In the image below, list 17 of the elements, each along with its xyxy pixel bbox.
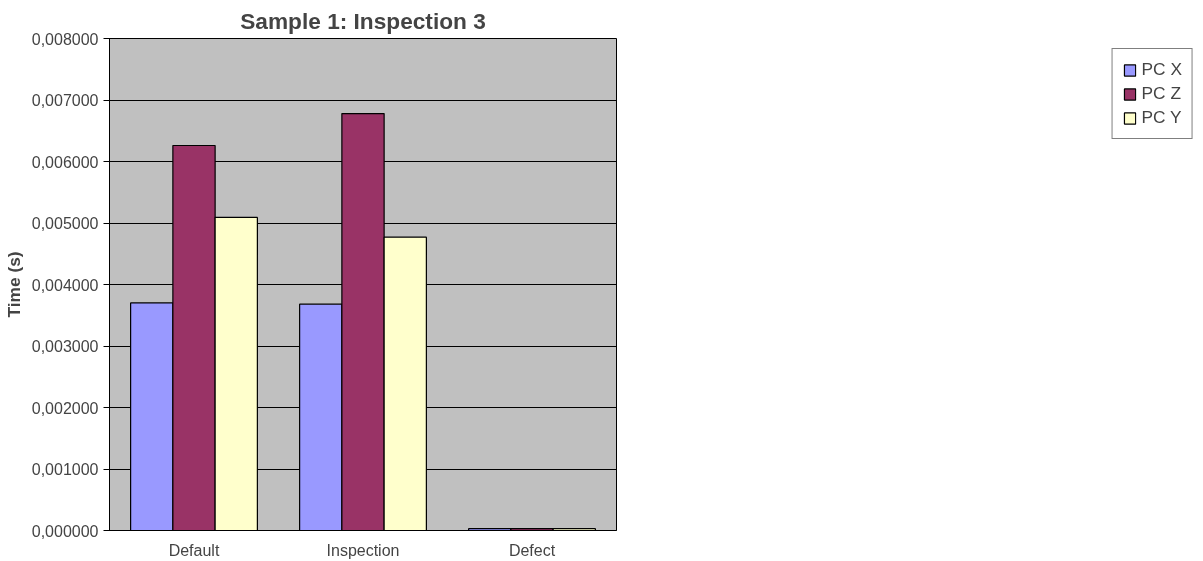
legend-label: PC X: [1141, 59, 1182, 80]
y-tick-label: 0,005000: [31, 215, 99, 232]
y-tick-label: 0,000000: [31, 522, 99, 540]
y-axis-title: Time (s): [3, 251, 24, 318]
x-tick-label: Defect: [508, 541, 556, 559]
legend-label: PC Z: [1141, 83, 1182, 104]
y-tick-label: 0,003000: [31, 338, 99, 355]
y-tick-label: 0,007000: [31, 92, 99, 109]
y-tick-label: 0,006000: [31, 153, 99, 171]
x-tick-label: Default: [168, 541, 220, 559]
y-tick-label: 0,001000: [31, 461, 99, 478]
x-tick-label: Inspection: [326, 541, 400, 559]
y-tick-label: 0,008000: [31, 30, 99, 48]
y-tick-label: 0,004000: [31, 276, 99, 294]
chart-title: Sample 1: Inspection 3: [240, 7, 486, 34]
legend-label: PC Y: [1141, 107, 1182, 128]
y-tick-label: 0,002000: [31, 399, 99, 417]
